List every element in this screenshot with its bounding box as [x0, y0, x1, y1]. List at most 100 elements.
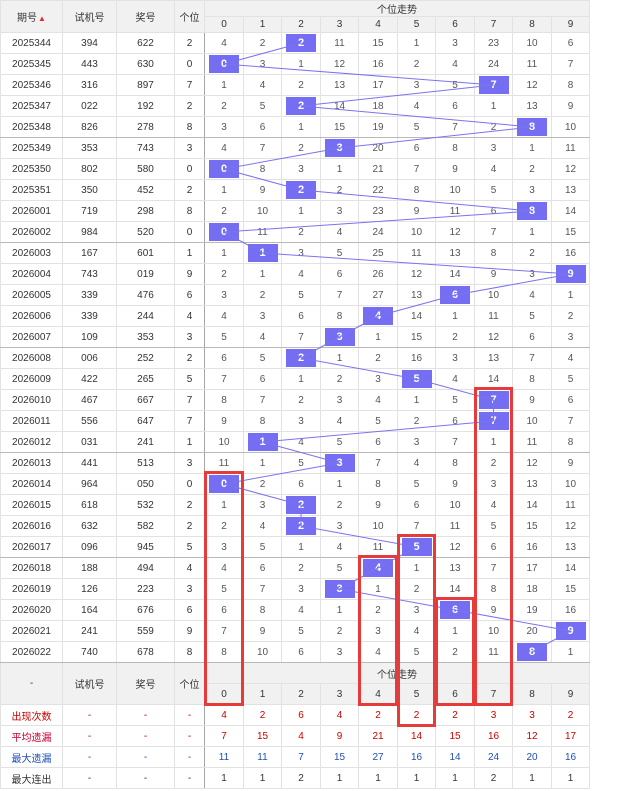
- omission-cell: 8: [474, 242, 513, 264]
- hit-ball: 4: [363, 307, 393, 325]
- issue-cell: 2025346: [0, 74, 63, 96]
- table-row: 2026015 618 532 2 1 3 2 2 9 6 10 4 14 11: [0, 494, 590, 516]
- omission-cell: 6: [243, 368, 282, 390]
- omission-cell: 4: [320, 221, 359, 243]
- trial-cell: 443: [62, 53, 117, 75]
- omission-cell: 11: [435, 515, 475, 537]
- omission-cell: 4: [397, 452, 436, 474]
- units-cell: 4: [174, 305, 205, 327]
- omission-cell: 1: [320, 158, 359, 180]
- table-row: 2025348 826 278 8 3 6 1 15 19 5 7 2 8 10: [0, 116, 590, 138]
- omission-cell: 6: [474, 536, 513, 558]
- trial-cell: 826: [62, 116, 117, 138]
- trial-cell: 241: [62, 620, 117, 642]
- header-digit-5: 5: [397, 16, 436, 33]
- omission-cell: 6: [281, 473, 321, 495]
- omission-cell: 5: [243, 95, 282, 117]
- hit-ball: 9: [555, 265, 586, 283]
- omission-cell: 1: [551, 641, 590, 663]
- omission-cell: 7: [397, 158, 436, 180]
- omission-cell: 6: [281, 305, 321, 327]
- stat-value: 2: [435, 704, 475, 726]
- trial-cell: 984: [62, 221, 117, 243]
- omission-cell: 11: [551, 494, 590, 516]
- header-digit-8: 8: [512, 16, 552, 33]
- issue-cell: 2026005: [0, 284, 63, 306]
- header-units: 个位: [174, 0, 205, 33]
- stat-dash: -: [62, 725, 117, 747]
- omission-cell: 6: [551, 32, 590, 54]
- omission-cell: 12: [435, 221, 475, 243]
- omission-cell: 11: [512, 53, 552, 75]
- stat-value: 2: [397, 704, 436, 726]
- trial-cell: 339: [62, 305, 117, 327]
- omission-cell: 1: [204, 242, 244, 264]
- omission-cell: 5: [397, 641, 436, 663]
- omission-cell: 19: [512, 599, 552, 621]
- header-digit-4: 4: [358, 16, 398, 33]
- omission-cell: 2: [204, 263, 244, 285]
- units-cell: 0: [174, 53, 205, 75]
- units-cell: 8: [174, 116, 205, 138]
- issue-cell: 2026002: [0, 221, 63, 243]
- hit-ball: 0: [209, 475, 239, 493]
- hit-ball: 7: [478, 412, 509, 430]
- footer-digit-7: 7: [474, 683, 513, 705]
- hit-ball: 7: [478, 391, 509, 409]
- omission-cell: 4: [320, 410, 359, 432]
- issue-cell: 2026009: [0, 368, 63, 390]
- omission-cell: 8: [243, 599, 282, 621]
- omission-cell: 23: [474, 32, 513, 54]
- omission-cell: 12: [551, 158, 590, 180]
- units-cell: 8: [174, 200, 205, 222]
- omission-cell: 2: [281, 74, 321, 96]
- omission-cell: 2: [281, 221, 321, 243]
- footer-digit-4: 4: [358, 683, 398, 705]
- omission-cell: 10: [397, 221, 436, 243]
- footer-digit-1: 1: [243, 683, 282, 705]
- prize-cell: 678: [116, 641, 175, 663]
- omission-cell: 16: [397, 347, 436, 369]
- omission-cell: 1: [243, 263, 282, 285]
- footer-trial: 试机号: [62, 662, 117, 705]
- units-cell: 7: [174, 74, 205, 96]
- omission-cell: 8: [320, 305, 359, 327]
- stat-value: 1: [397, 767, 436, 789]
- stat-value: 4: [204, 704, 244, 726]
- footer-dash: -: [0, 662, 63, 705]
- omission-cell: 3: [243, 494, 282, 516]
- omission-cell: 11: [320, 32, 359, 54]
- sort-asc-icon[interactable]: ▲: [38, 14, 46, 23]
- omission-cell: 3: [435, 347, 475, 369]
- prize-cell: 452: [116, 179, 175, 201]
- issue-cell: 2026022: [0, 641, 63, 663]
- omission-cell: 14: [435, 263, 475, 285]
- hit-ball-cell: 7: [474, 410, 513, 432]
- omission-cell: 24: [474, 53, 513, 75]
- omission-cell: 3: [204, 536, 244, 558]
- prize-cell: 353: [116, 326, 175, 348]
- units-cell: 6: [174, 284, 205, 306]
- header-trial: 试机号: [62, 0, 117, 33]
- omission-cell: 2: [243, 473, 282, 495]
- table-row: 2025351 350 452 2 1 9 2 2 22 8 10 5 3 13: [0, 179, 590, 201]
- omission-cell: 5: [435, 74, 475, 96]
- header-digit-3: 3: [320, 16, 359, 33]
- prize-cell: 647: [116, 410, 175, 432]
- table-row: 2026006 339 244 4 4 3 6 8 4 14 1 11 5 2: [0, 305, 590, 327]
- header-issue[interactable]: 期号▲: [0, 0, 63, 33]
- prize-cell: 532: [116, 494, 175, 516]
- stat-value: 3: [474, 704, 513, 726]
- units-cell: 1: [174, 242, 205, 264]
- omission-cell: 11: [435, 200, 475, 222]
- omission-cell: 9: [435, 473, 475, 495]
- omission-cell: 7: [551, 53, 590, 75]
- hit-ball: 8: [517, 118, 547, 136]
- omission-cell: 5: [320, 242, 359, 264]
- hit-ball: 2: [286, 349, 316, 367]
- omission-cell: 3: [281, 158, 321, 180]
- table-row: 2026013 441 513 3 11 1 5 3 7 4 8 2 12 9: [0, 452, 590, 474]
- hit-ball-cell: 1: [243, 431, 282, 453]
- omission-cell: 5: [474, 179, 513, 201]
- hit-ball-cell: 2: [281, 95, 321, 117]
